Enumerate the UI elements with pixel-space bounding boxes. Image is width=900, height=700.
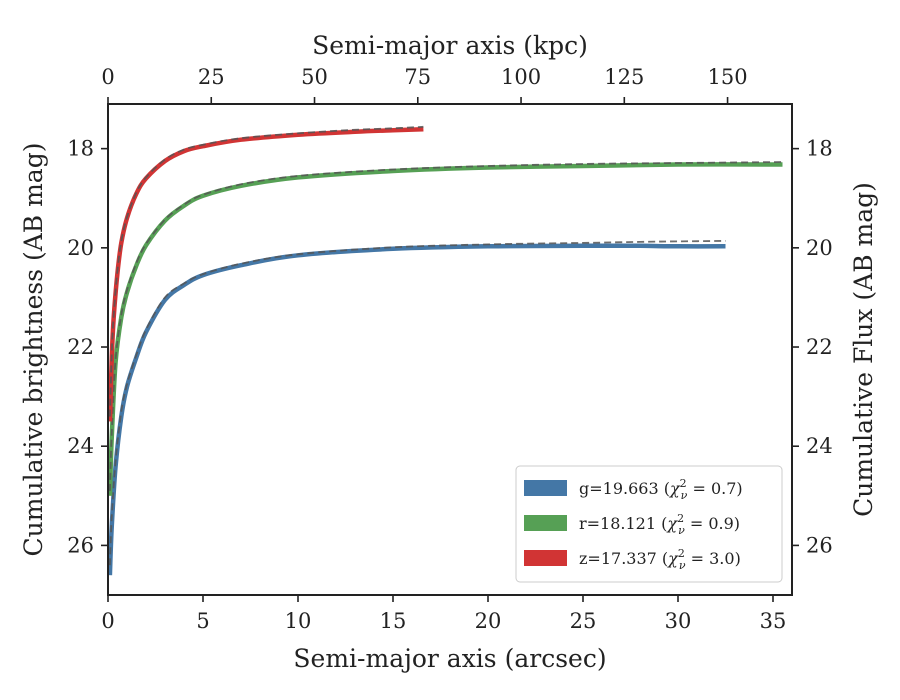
x-top-tick-label: 150 [708, 65, 748, 89]
legend-label-0: g=19.663 (χ2 ν = 0.7) [579, 477, 743, 502]
series-z-model [109, 125, 424, 417]
x-tick-label: 20 [475, 609, 502, 633]
series-g-model [109, 240, 726, 566]
legend-swatch-2 [524, 550, 567, 566]
y-right-tick-label: 18 [806, 137, 833, 161]
x-top-tick-label: 50 [301, 65, 328, 89]
legend-label-1: r=18.121 (χ2 ν = 0.9) [579, 512, 740, 537]
x-tick-label: 30 [665, 609, 692, 633]
y-left-tick-label: 24 [67, 434, 94, 458]
y-right-tick-label: 22 [806, 335, 833, 359]
y-right-tick-label: 26 [806, 533, 833, 557]
legend-swatch-1 [524, 515, 567, 531]
x-top-tick-label: 125 [604, 65, 644, 89]
x-tick-label: 35 [760, 609, 787, 633]
y-left-tick-label: 18 [67, 137, 94, 161]
legend-label-2: z=17.337 (χ2 ν = 3.0) [579, 547, 741, 572]
y-axis-left-label: Cumulative brightness (AB mag) [19, 143, 48, 557]
x-top-tick-label: 75 [404, 65, 431, 89]
plot-frame [107, 103, 793, 596]
y-axis-right-label: Cumulative Flux (AB mag) [849, 182, 878, 517]
y-left-tick-label: 26 [67, 533, 94, 557]
x-axis-label: Semi-major axis (arcsec) [293, 644, 606, 673]
x-axis-top-label: Semi-major axis (kpc) [312, 31, 588, 60]
x-top-tick-label: 0 [101, 65, 114, 89]
x-tick-label: 10 [285, 609, 312, 633]
x-tick-label: 0 [101, 609, 114, 633]
series-layer [107, 125, 783, 576]
x-tick-label: 15 [380, 609, 407, 633]
x-top-tick-label: 25 [198, 65, 225, 89]
legend-box [515, 465, 783, 583]
x-tick-label: 25 [570, 609, 597, 633]
y-left-tick-label: 22 [67, 335, 94, 359]
x-tick-label: 5 [196, 609, 209, 633]
y-right-tick-label: 24 [806, 434, 833, 458]
y-right-tick-label: 20 [806, 236, 833, 260]
legend-swatch-0 [524, 480, 567, 496]
y-left-tick-label: 20 [67, 236, 94, 260]
series-r-observed [107, 162, 783, 496]
ticks-layer: 0 5 10 15 20 25 30 35 0 25 50 75 100 125 150 18 20 22 24 26… [67, 65, 832, 633]
legend: g=19.663 (χ2 ν = 0.7) r=18.121 (χ2 ν = 0.9)… [515, 465, 783, 583]
x-top-tick-label: 100 [501, 65, 541, 89]
series-r-model [109, 161, 783, 491]
